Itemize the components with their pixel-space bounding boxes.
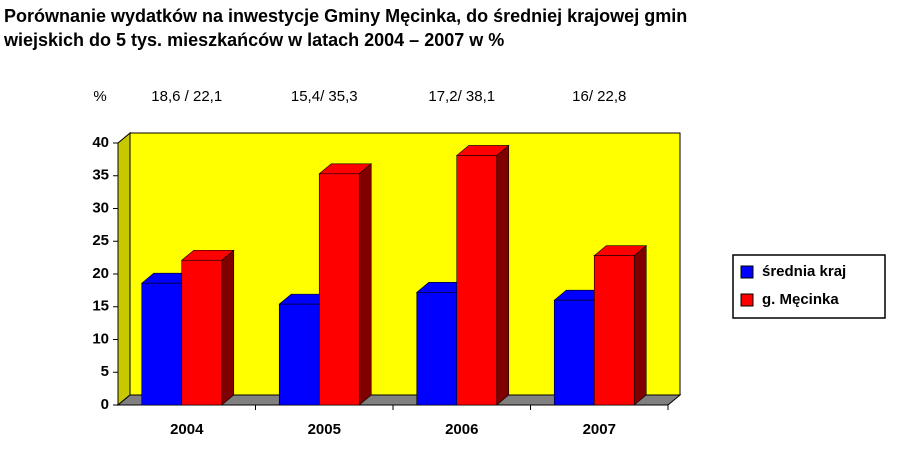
bar	[278, 303, 320, 406]
x-tick-label: 2007	[583, 421, 616, 438]
y-tick-label: 10	[92, 330, 109, 347]
bar	[181, 259, 223, 406]
legend-box	[732, 254, 886, 319]
x-tick-label: 2005	[308, 421, 341, 438]
bar-side	[496, 144, 510, 406]
y-tick-label: 35	[92, 167, 109, 184]
bar	[553, 299, 595, 406]
annotation: 16/ 22,8	[572, 88, 626, 105]
bar	[456, 155, 498, 406]
bar	[141, 282, 183, 406]
x-tick-label: 2006	[445, 421, 478, 438]
y-tick-label: 25	[92, 232, 109, 249]
y-tick-label: 15	[92, 298, 109, 315]
bar	[593, 255, 635, 406]
y-tick-label: 30	[92, 199, 109, 216]
y-tick-label: 5	[101, 363, 109, 380]
annotation: 18,6 / 22,1	[151, 88, 222, 105]
bar	[416, 292, 458, 406]
y-axis-label: %	[93, 88, 106, 105]
side-wall	[117, 131, 131, 407]
bar-side	[221, 249, 235, 406]
legend-label: g. Męcinka	[762, 291, 839, 308]
chart-title: Porównanie wydatków na inwestycje Gminy …	[4, 6, 687, 26]
y-tick-label: 40	[92, 134, 109, 151]
legend-swatch	[740, 293, 754, 307]
legend-label: średnia kraj	[762, 263, 846, 280]
legend-swatch	[740, 265, 754, 279]
y-tick-label: 20	[92, 265, 109, 282]
bar-side	[633, 245, 647, 406]
chart-title: wiejskich do 5 tys. mieszkańców w latach…	[3, 30, 504, 50]
bar	[318, 173, 360, 406]
bar-side	[358, 163, 372, 406]
x-tick-label: 2004	[170, 421, 204, 438]
y-tick-label: 0	[101, 396, 109, 413]
annotation: 17,2/ 38,1	[428, 88, 495, 105]
annotation: 15,4/ 35,3	[291, 88, 358, 105]
